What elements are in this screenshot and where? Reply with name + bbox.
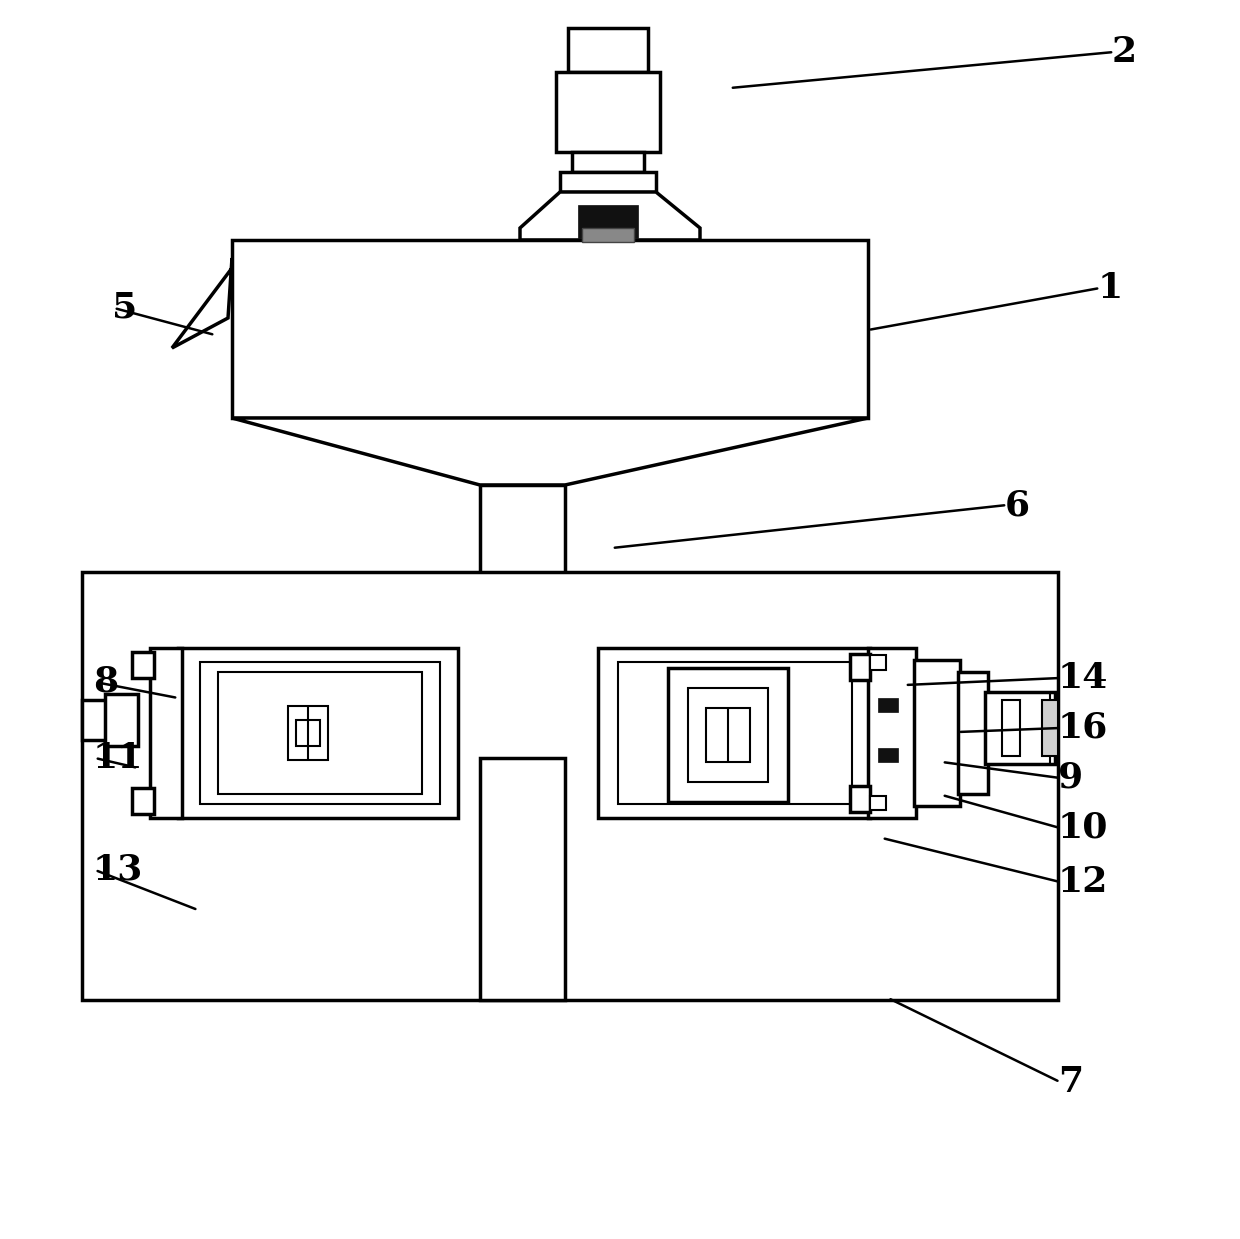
- Text: 11: 11: [93, 741, 144, 776]
- Bar: [105, 694, 138, 746]
- Bar: [131, 788, 154, 814]
- Bar: [296, 720, 320, 746]
- Bar: [560, 172, 656, 192]
- Text: 16: 16: [1058, 711, 1109, 745]
- Bar: [578, 204, 639, 238]
- Text: 13: 13: [93, 852, 144, 887]
- Bar: [849, 786, 870, 812]
- Bar: [598, 648, 870, 818]
- Text: 14: 14: [1058, 660, 1109, 695]
- Bar: [218, 672, 422, 794]
- Bar: [179, 648, 458, 818]
- Bar: [1002, 700, 1021, 756]
- Polygon shape: [232, 418, 868, 484]
- Bar: [480, 484, 565, 758]
- Text: 12: 12: [1058, 865, 1109, 900]
- Text: 7: 7: [1058, 1066, 1083, 1099]
- Text: 9: 9: [1058, 761, 1083, 795]
- Bar: [878, 748, 898, 762]
- Bar: [985, 693, 1055, 764]
- Bar: [878, 698, 898, 712]
- Text: 2: 2: [1112, 35, 1137, 69]
- Bar: [82, 572, 1058, 1000]
- Bar: [618, 662, 852, 804]
- Bar: [668, 668, 787, 802]
- Bar: [1042, 700, 1058, 756]
- Bar: [82, 700, 135, 740]
- Bar: [232, 240, 868, 418]
- Bar: [688, 688, 768, 782]
- Bar: [914, 660, 960, 807]
- Bar: [480, 758, 565, 1000]
- Bar: [150, 648, 182, 818]
- Bar: [959, 672, 988, 794]
- Text: 6: 6: [1004, 488, 1030, 522]
- Bar: [868, 648, 916, 818]
- Bar: [582, 228, 634, 242]
- Bar: [572, 152, 644, 172]
- Text: 1: 1: [1097, 271, 1123, 305]
- Bar: [849, 654, 870, 680]
- Bar: [556, 72, 660, 152]
- Bar: [706, 707, 750, 762]
- Text: 5: 5: [112, 291, 138, 325]
- Text: 10: 10: [1058, 812, 1109, 845]
- Bar: [568, 28, 649, 72]
- Bar: [131, 652, 154, 678]
- Bar: [870, 655, 887, 670]
- Bar: [870, 795, 887, 810]
- Polygon shape: [172, 258, 232, 348]
- Bar: [200, 662, 440, 804]
- Text: 8: 8: [93, 665, 118, 699]
- Bar: [288, 706, 329, 760]
- Polygon shape: [520, 192, 701, 240]
